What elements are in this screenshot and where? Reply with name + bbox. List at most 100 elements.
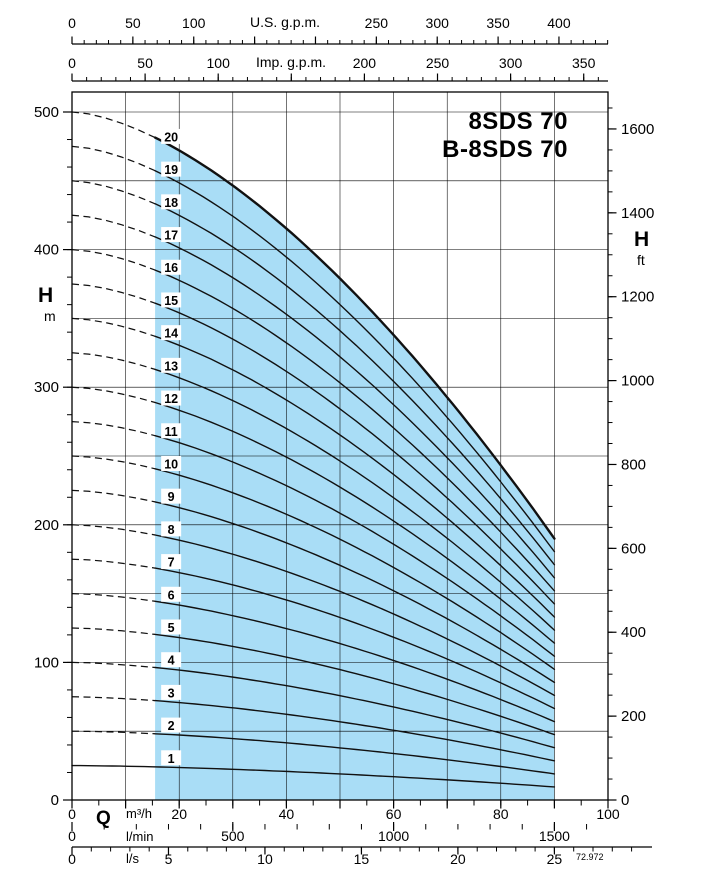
stage-curve-dashed-17 bbox=[71, 214, 156, 238]
tick-label: 1000 bbox=[378, 828, 409, 844]
tick-label: 4 bbox=[168, 654, 175, 668]
tick-label: 600 bbox=[621, 540, 646, 557]
tick-label: 6 bbox=[168, 588, 175, 602]
tick-label: 100 bbox=[34, 654, 59, 671]
tick-label: 60 bbox=[386, 806, 402, 822]
stage-curve-dashed-2 bbox=[71, 730, 156, 735]
tick-label: 200 bbox=[34, 517, 59, 534]
axis-top-impgpm: 0 50 100 200 250 300 350 bbox=[68, 55, 608, 82]
tick-label: 20 bbox=[450, 851, 466, 867]
stage-curve-17 bbox=[154, 236, 556, 579]
left-axis-label-h: H bbox=[38, 284, 54, 307]
tick-label: 400 bbox=[621, 624, 646, 641]
tick-label: 20 bbox=[164, 130, 178, 144]
stage-curve-dashed-3 bbox=[71, 696, 156, 702]
stage-curve-dashed-16 bbox=[71, 248, 156, 271]
stage-curve-6 bbox=[154, 600, 556, 723]
axis-left-m: 0 100 200 300 400 500 bbox=[34, 104, 72, 809]
stage-curve-dashed-8 bbox=[71, 524, 156, 536]
left-axis-unit-m: m bbox=[44, 308, 56, 324]
tick-label: 7 bbox=[168, 556, 175, 570]
tick-label: 9 bbox=[168, 490, 175, 504]
tick-label: 13 bbox=[164, 359, 178, 373]
stage-curve-5 bbox=[154, 633, 556, 736]
tick-label: 100 bbox=[207, 55, 231, 71]
flow-axis-symbol-q: Q bbox=[96, 808, 111, 829]
tick-label: 500 bbox=[34, 104, 59, 121]
tick-label: 15 bbox=[354, 851, 370, 867]
tick-label: 50 bbox=[137, 55, 153, 71]
stage-curve-1 bbox=[71, 764, 556, 788]
tick-label: 0 bbox=[68, 851, 76, 867]
stage-curve-20 bbox=[153, 136, 556, 540]
axis-top-usgpm: 0 50 100 250 300 350 400 bbox=[68, 15, 609, 45]
tick-label: 400 bbox=[547, 15, 571, 31]
tick-label: 11 bbox=[165, 425, 178, 439]
stage-curve-11 bbox=[154, 435, 556, 657]
stage-curve-dashed-6 bbox=[71, 592, 156, 602]
tick-label: 25 bbox=[547, 851, 563, 867]
stage-curve-15 bbox=[154, 302, 556, 605]
tick-label: 0 bbox=[68, 55, 76, 71]
stage-curve-dashed-11 bbox=[71, 420, 156, 437]
stage-curve-3 bbox=[154, 699, 556, 762]
tick-label: 400 bbox=[34, 242, 59, 259]
tick-label: 20 bbox=[171, 806, 187, 822]
stage-curve-12 bbox=[154, 401, 556, 644]
tick-label: 3 bbox=[168, 686, 175, 700]
tick-label: 250 bbox=[426, 55, 450, 71]
tick-label: 8 bbox=[168, 523, 175, 537]
axis-bottom-lmin: 0 500 1000 1500 bbox=[68, 822, 588, 844]
stage-curve-9 bbox=[154, 501, 556, 684]
document-code: 72.972 bbox=[576, 852, 604, 862]
tick-label: 17 bbox=[164, 229, 178, 243]
tick-label: 1400 bbox=[621, 205, 654, 222]
tick-label: 0 bbox=[68, 828, 76, 844]
flow-unit-m3h: m³/h bbox=[126, 806, 152, 821]
stage-curve-19 bbox=[154, 170, 556, 553]
tick-label: 5 bbox=[168, 621, 175, 635]
tick-label: 10 bbox=[257, 851, 273, 867]
stage-curve-16 bbox=[154, 269, 556, 592]
stage-curve-dashed-15 bbox=[71, 283, 156, 304]
pump-model-subtitle: B-8SDS 70 bbox=[442, 136, 568, 163]
stage-curve-dashed-14 bbox=[71, 317, 156, 337]
tick-label: 1600 bbox=[621, 121, 654, 138]
stage-curve-4 bbox=[154, 666, 556, 749]
stage-curve-14 bbox=[154, 335, 556, 618]
flow-unit-ls: l/s bbox=[126, 851, 139, 866]
right-axis-unit-ft: ft bbox=[637, 252, 645, 268]
tick-label: 0 bbox=[51, 792, 59, 809]
stage-curve-2 bbox=[154, 733, 556, 775]
tick-label: 1500 bbox=[539, 828, 570, 844]
tick-label: 200 bbox=[621, 708, 646, 725]
operating-envelope bbox=[155, 137, 555, 801]
right-axis-label-h: H bbox=[634, 228, 650, 251]
axis-bottom-ls: 0 5 10 15 20 25 bbox=[68, 846, 652, 867]
stage-curve-13 bbox=[154, 368, 556, 631]
tick-label: 40 bbox=[279, 806, 295, 822]
pump-model-title: 8SDS 70 bbox=[468, 108, 568, 135]
tick-label: 350 bbox=[572, 55, 596, 71]
chart-title-block: 8SDS 70 B-8SDS 70 bbox=[320, 108, 568, 164]
stage-curve-dashed-9 bbox=[71, 489, 156, 503]
flow-unit-lmin: l/min bbox=[126, 829, 154, 844]
stage-curve-dashed-20 bbox=[71, 111, 156, 139]
tick-label: 15 bbox=[164, 294, 178, 308]
stage-curve-10 bbox=[154, 468, 556, 670]
axis-right-ft: 0 200 400 600 800 1000 1200 1400 1600 bbox=[608, 107, 654, 809]
us-gpm-axis-title: U.S. g.p.m. bbox=[249, 14, 321, 30]
tick-label: 5 bbox=[165, 851, 173, 867]
stage-curve-dashed-12 bbox=[71, 386, 156, 404]
tick-label: 350 bbox=[486, 15, 510, 31]
tick-label: 50 bbox=[125, 15, 141, 31]
tick-label: 10 bbox=[164, 457, 178, 471]
tick-label: 0 bbox=[621, 792, 629, 809]
tick-label: 80 bbox=[493, 806, 509, 822]
axis-bottom-m3h: 0 20 40 60 80 100 bbox=[68, 800, 620, 822]
tick-label: 14 bbox=[164, 327, 178, 341]
stage-curve-dashed-7 bbox=[71, 558, 156, 569]
stage-curves bbox=[71, 136, 556, 788]
